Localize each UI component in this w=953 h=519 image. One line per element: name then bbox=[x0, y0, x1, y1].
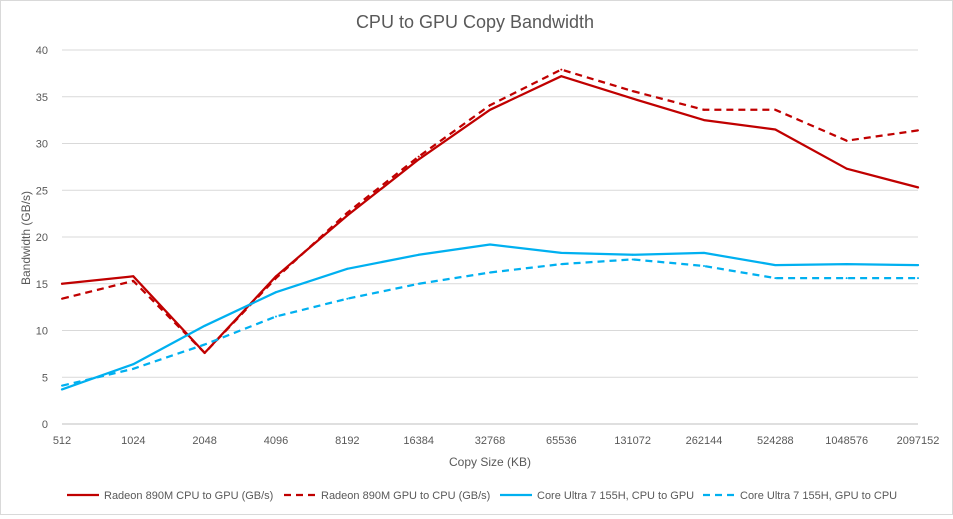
data-point bbox=[631, 90, 634, 93]
x-tick-label: 262144 bbox=[686, 435, 723, 447]
x-tick-label: 131072 bbox=[614, 435, 651, 447]
data-point bbox=[346, 214, 349, 217]
data-point bbox=[703, 108, 705, 111]
data-point bbox=[845, 263, 848, 266]
data-point bbox=[132, 279, 135, 282]
y-tick-label: 5 bbox=[42, 372, 48, 384]
data-point bbox=[346, 297, 349, 300]
y-tick-label: 10 bbox=[36, 326, 48, 338]
data-point bbox=[774, 277, 777, 280]
data-point bbox=[61, 282, 63, 285]
x-tick-label: 1024 bbox=[121, 435, 145, 447]
data-point bbox=[774, 128, 777, 131]
data-point bbox=[132, 363, 135, 366]
data-point bbox=[489, 104, 491, 107]
data-point bbox=[631, 253, 634, 256]
data-point bbox=[489, 243, 491, 246]
data-point bbox=[917, 277, 919, 280]
series-line bbox=[60, 243, 920, 391]
data-point bbox=[346, 211, 349, 214]
data-point bbox=[417, 158, 420, 161]
plot-area bbox=[60, 68, 920, 391]
x-tick-label: 16384 bbox=[403, 435, 434, 447]
data-point bbox=[417, 253, 420, 256]
data-point bbox=[560, 263, 563, 266]
data-point bbox=[703, 251, 705, 254]
data-point bbox=[132, 367, 135, 370]
legend-label: Core Ultra 7 155H, GPU to CPU bbox=[740, 490, 897, 502]
y-tick-label: 15 bbox=[36, 279, 48, 291]
x-tick-label: 1048576 bbox=[825, 435, 868, 447]
legend-item: Radeon 890M CPU to GPU (GB/s) bbox=[67, 490, 273, 502]
legend-item: Radeon 890M GPU to CPU (GB/s) bbox=[284, 490, 490, 502]
legend-item: Core Ultra 7 155H, CPU to GPU bbox=[500, 490, 694, 502]
y-tick-label: 30 bbox=[36, 139, 48, 151]
y-tick-label: 40 bbox=[36, 45, 48, 57]
y-tick-label: 25 bbox=[36, 185, 48, 197]
x-tick-label: 2048 bbox=[192, 435, 216, 447]
data-point bbox=[275, 277, 277, 280]
data-point bbox=[917, 264, 919, 267]
data-point bbox=[203, 324, 206, 327]
legend: Radeon 890M CPU to GPU (GB/s) Radeon 890M… bbox=[67, 490, 897, 502]
data-point bbox=[845, 139, 848, 142]
data-point bbox=[275, 291, 277, 294]
legend-label: Radeon 890M GPU to CPU (GB/s) bbox=[321, 490, 490, 502]
data-point bbox=[845, 167, 848, 170]
data-point bbox=[132, 275, 135, 278]
data-point bbox=[560, 251, 563, 254]
data-point bbox=[917, 186, 919, 189]
data-point bbox=[774, 108, 777, 111]
data-point bbox=[631, 258, 634, 261]
data-point bbox=[417, 282, 420, 285]
data-point bbox=[61, 388, 63, 391]
x-tick-label: 512 bbox=[53, 435, 71, 447]
series-2 bbox=[61, 68, 919, 355]
data-point bbox=[489, 271, 491, 274]
legend-label: Radeon 890M CPU to GPU (GB/s) bbox=[104, 490, 273, 502]
data-point bbox=[203, 351, 206, 354]
data-point bbox=[560, 68, 563, 71]
x-tick-label: 4096 bbox=[264, 435, 288, 447]
x-axis-title: Copy Size (KB) bbox=[449, 455, 531, 469]
series-line bbox=[61, 68, 919, 355]
data-point bbox=[346, 267, 349, 270]
data-point bbox=[917, 129, 919, 132]
x-tick-label: 32768 bbox=[475, 435, 506, 447]
data-point bbox=[61, 384, 63, 387]
y-tick-label: 35 bbox=[36, 92, 48, 104]
legend-item: Core Ultra 7 155H, GPU to CPU bbox=[703, 490, 897, 502]
y-axis-ticks: 0 5 10 15 20 25 30 35 40 bbox=[36, 45, 48, 431]
data-point bbox=[631, 97, 634, 100]
series-3 bbox=[60, 243, 920, 391]
y-tick-label: 0 bbox=[42, 419, 48, 431]
x-axis-ticks: 512 1024 2048 4096 8192 16384 32768 65536 131072… bbox=[53, 435, 940, 447]
y-axis-title: Bandwidth (GB/s) bbox=[19, 191, 33, 285]
gridlines bbox=[62, 49, 918, 425]
x-tick-label: 65536 bbox=[546, 435, 577, 447]
series-4 bbox=[61, 258, 919, 387]
data-point bbox=[845, 277, 848, 280]
data-point bbox=[61, 297, 63, 300]
data-point bbox=[703, 264, 705, 267]
data-point bbox=[703, 119, 705, 122]
data-point bbox=[774, 264, 777, 267]
legend-label: Core Ultra 7 155H, CPU to GPU bbox=[537, 490, 694, 502]
chart-title: CPU to GPU Copy Bandwidth bbox=[356, 12, 594, 32]
series-line bbox=[61, 258, 918, 387]
y-tick-label: 20 bbox=[36, 232, 48, 244]
data-point bbox=[489, 108, 491, 111]
data-point bbox=[203, 343, 206, 346]
data-point bbox=[560, 75, 563, 78]
x-tick-label: 524288 bbox=[757, 435, 794, 447]
data-point bbox=[417, 155, 420, 158]
x-tick-label: 8192 bbox=[335, 435, 359, 447]
data-point bbox=[275, 315, 277, 318]
x-tick-label: 2097152 bbox=[897, 435, 940, 447]
series-line bbox=[60, 75, 920, 355]
